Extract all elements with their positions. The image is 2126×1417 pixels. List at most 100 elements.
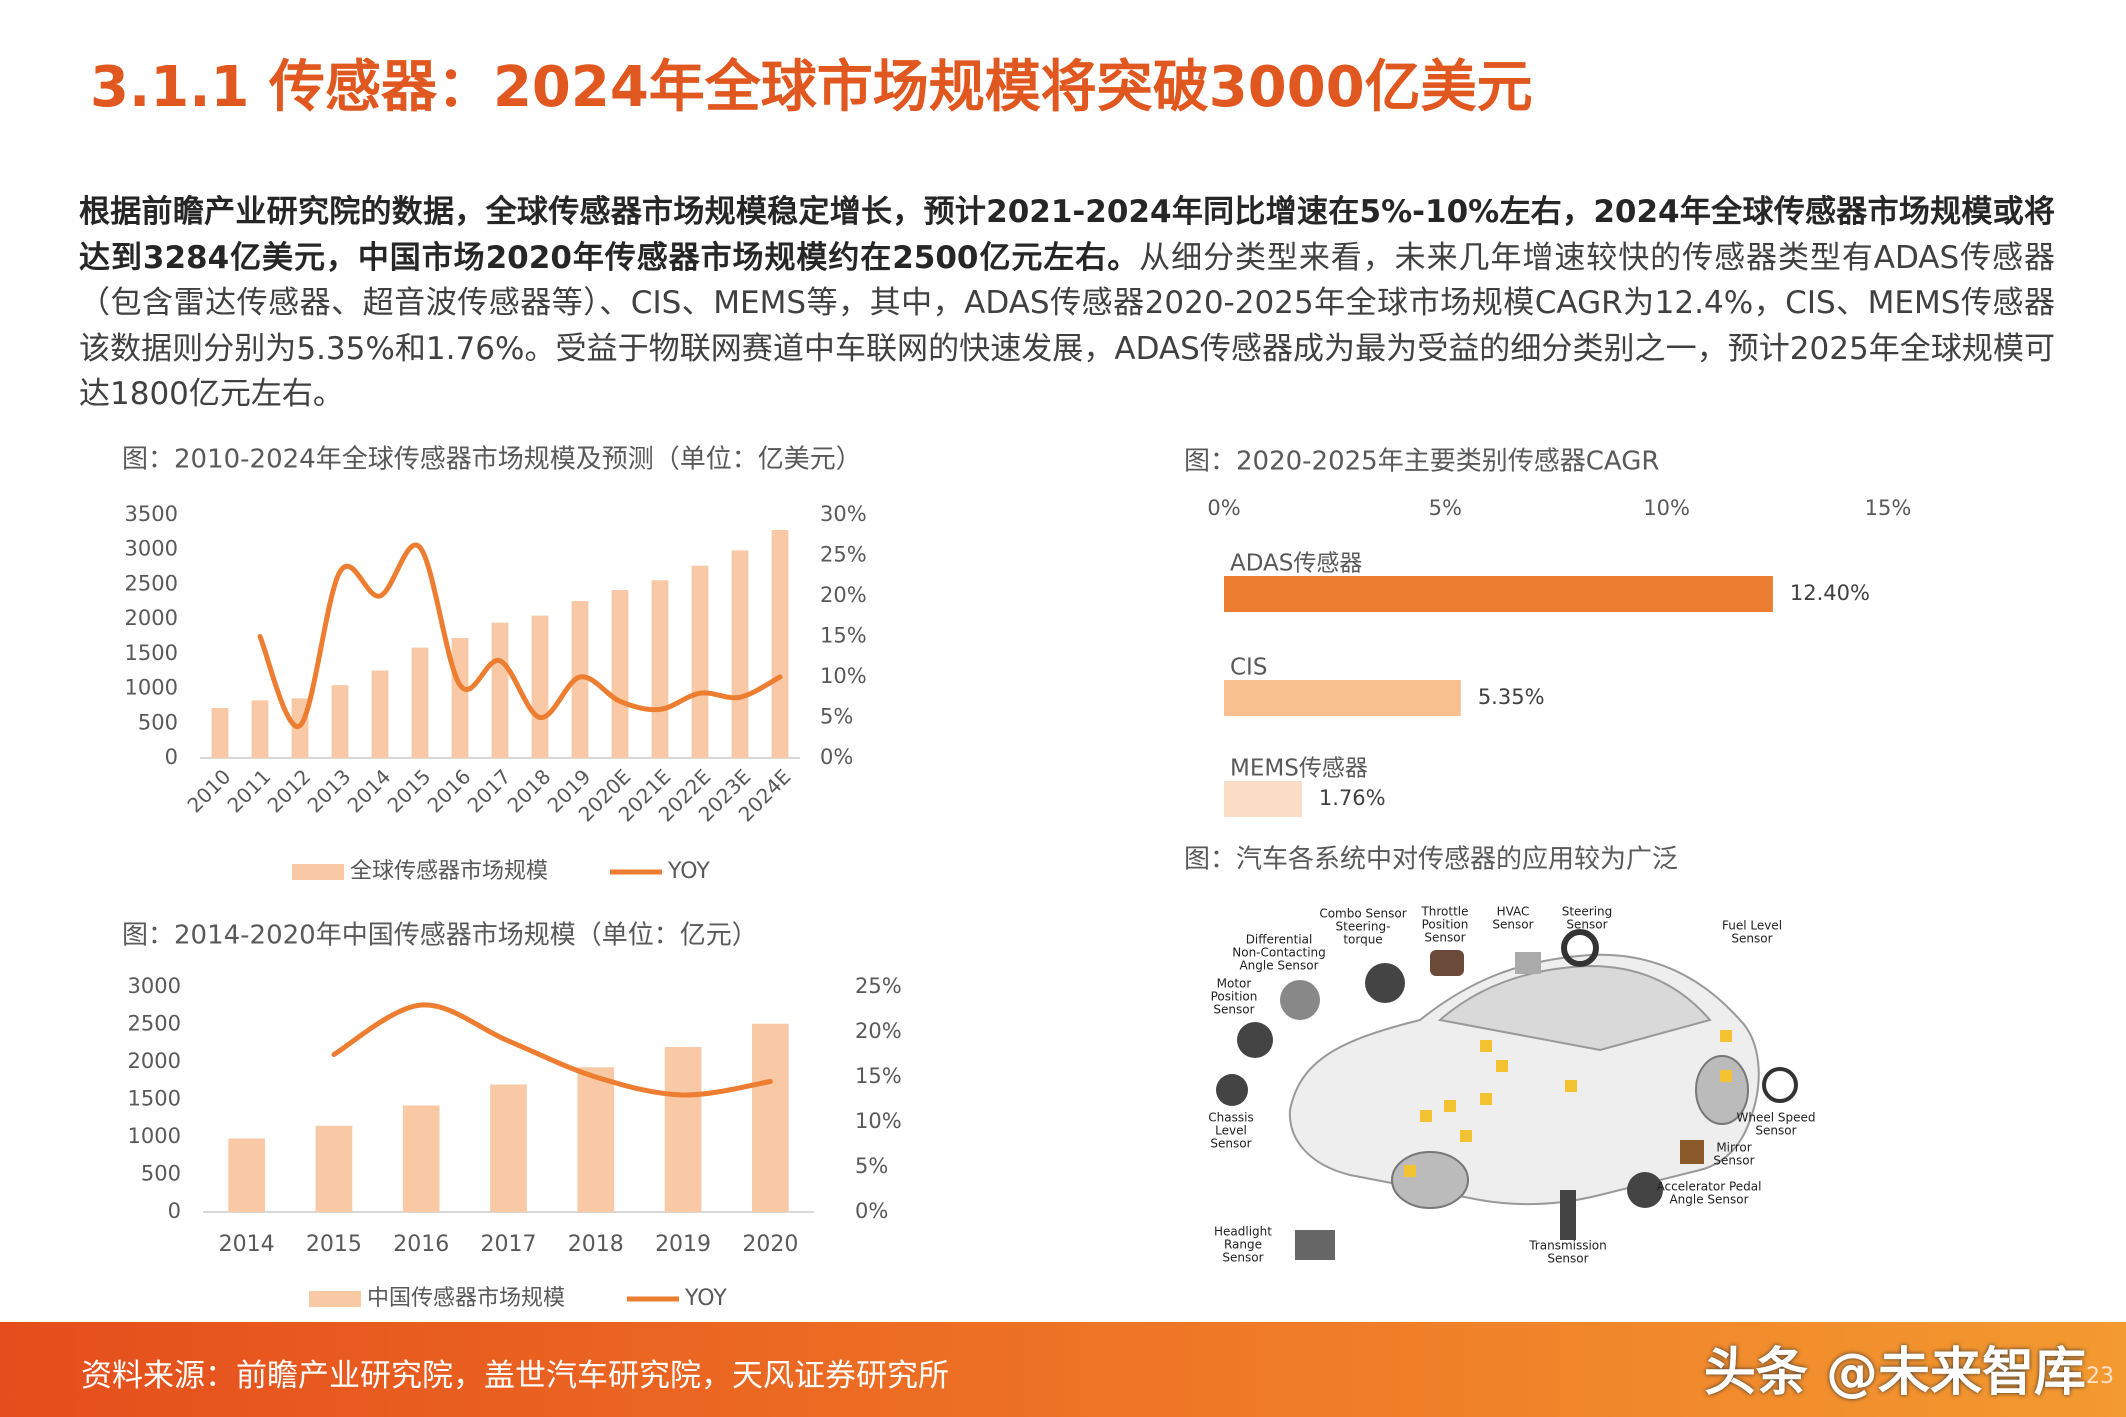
sensor-label: Sensor [1210, 1137, 1251, 1151]
legend-label: 中国传感器市场规模 [367, 1286, 565, 1311]
y-tick-label: 500 [138, 710, 178, 734]
y-tick-label: 1000 [128, 1124, 181, 1148]
legend-label: 全球传感器市场规模 [350, 859, 548, 884]
sensor-label: Wheel Speed [1736, 1111, 1815, 1125]
x-tick-label: 2018 [502, 764, 555, 817]
bar [315, 1125, 353, 1212]
sensor-label: Sensor [1424, 931, 1465, 945]
sensor-label: Sensor [1213, 1003, 1254, 1017]
sensor-label: Angle Sensor [1669, 1193, 1748, 1207]
legend-label: YOY [684, 1286, 727, 1311]
sensor-label: Level [1215, 1124, 1247, 1138]
car-windows [1437, 964, 1712, 1052]
bar [491, 622, 509, 758]
y-tick-label: 0 [165, 745, 178, 769]
page-number: 23 [2086, 1364, 2114, 1389]
bar [331, 685, 349, 758]
x-tick-label: 2012 [262, 764, 315, 817]
figure-caption: 图：汽车各系统中对传感器的应用较为广泛 [1184, 845, 1678, 875]
value-label: 12.40% [1790, 581, 1870, 605]
x-tick-label: 2016 [393, 1232, 449, 1257]
bar [251, 700, 269, 758]
y-tick-label: 0 [168, 1199, 181, 1223]
sensor-label: Range [1224, 1238, 1262, 1252]
bar [228, 1138, 265, 1212]
x-tick-label: 2016 [422, 764, 475, 817]
y-tick-label: 2000 [125, 606, 178, 630]
y2-tick-label: 5% [855, 1154, 888, 1178]
y2-tick-label: 5% [820, 705, 853, 729]
car-figure [1216, 929, 1798, 1260]
bar [1224, 781, 1302, 817]
bar [371, 670, 389, 758]
y2-tick-label: 0% [820, 745, 853, 769]
y2-tick-label: 20% [855, 1019, 902, 1043]
y2-tick-label: 20% [820, 583, 867, 607]
y-tick-label: 500 [141, 1162, 181, 1186]
y2-tick-label: 25% [820, 543, 867, 567]
bar [771, 529, 789, 758]
x-tick-label: 10% [1643, 496, 1690, 520]
sensor-label: Headlight [1214, 1225, 1272, 1239]
sensor-label: Steering- [1336, 920, 1391, 934]
sensor-label: Fuel Level [1722, 919, 1782, 933]
bar [611, 589, 629, 758]
sensor-label: Combo Sensor [1319, 907, 1406, 921]
category-label: CIS [1230, 655, 1267, 681]
sensor-label: Transmission [1528, 1239, 1607, 1253]
legend-label: YOY [667, 859, 710, 884]
y2-tick-label: 15% [820, 624, 867, 648]
bar [577, 1067, 615, 1212]
legend-swatch [292, 864, 344, 880]
wheel [1391, 1151, 1469, 1209]
y-tick-label: 3000 [128, 974, 181, 998]
sensor-label: Accelerator Pedal [1657, 1180, 1762, 1194]
y-tick-label: 1500 [128, 1087, 181, 1111]
bar [402, 1105, 440, 1212]
sensor-label: Mirror [1716, 1141, 1751, 1155]
x-tick-label: 2011 [222, 764, 275, 817]
sensor-label: Throttle [1420, 905, 1468, 919]
sensor-label: Sensor [1731, 932, 1772, 946]
sensor-icons [1216, 929, 1798, 1260]
y2-tick-label: 10% [855, 1109, 902, 1133]
sensor-label: Angle Sensor [1239, 959, 1318, 973]
chart-title: 图：2010-2024年全球传感器市场规模及预测（单位：亿美元） [122, 445, 862, 475]
footer: 资料来源：前瞻产业研究院，盖世汽车研究院，天风证券研究所 头条 @未来智库 23 [0, 1322, 2126, 1417]
chart-title: 图：2020-2025年主要类别传感器CAGR [1184, 447, 1659, 477]
line [331, 1002, 773, 1098]
y2-tick-label: 0% [855, 1199, 888, 1223]
sensor-label: Motor [1217, 977, 1252, 991]
wheel [1695, 1055, 1749, 1125]
sensor-label: Chassis [1208, 1111, 1253, 1125]
y-tick-label: 1000 [125, 676, 178, 700]
y2-tick-label: 25% [855, 974, 902, 998]
source-note: 资料来源：前瞻产业研究院，盖世汽车研究院，天风证券研究所 [81, 1358, 949, 1394]
x-tick-label: 0% [1207, 496, 1240, 520]
bar [752, 1023, 789, 1212]
x-tick-label: 15% [1865, 496, 1912, 520]
bar [651, 580, 669, 758]
y2-tick-label: 30% [820, 502, 867, 526]
sensor-label: Non-Contacting [1232, 946, 1326, 960]
legend-swatch [309, 1291, 361, 1307]
x-tick-label: 2014 [342, 764, 395, 817]
y-tick-label: 1500 [125, 641, 178, 665]
value-label: 1.76% [1319, 786, 1386, 810]
sensor-label: Sensor [1492, 918, 1533, 932]
bar [451, 637, 469, 758]
x-tick-label: 2017 [462, 764, 515, 817]
line [257, 542, 783, 729]
bar [1224, 576, 1773, 612]
bar [664, 1047, 702, 1212]
sensor-label: Sensor [1713, 1154, 1754, 1168]
x-tick-label: 2015 [382, 764, 435, 817]
chart-title: 图：2014-2020年中国传感器市场规模（单位：亿元） [122, 921, 758, 951]
x-tick-label: 2013 [302, 764, 355, 817]
x-tick-label: 2014 [219, 1232, 275, 1257]
bar [211, 708, 229, 758]
sensor-label: Position [1211, 990, 1258, 1004]
x-tick-label: 2019 [655, 1232, 711, 1257]
sensor-points [1404, 1030, 1732, 1177]
x-tick-label: 2017 [481, 1232, 537, 1257]
